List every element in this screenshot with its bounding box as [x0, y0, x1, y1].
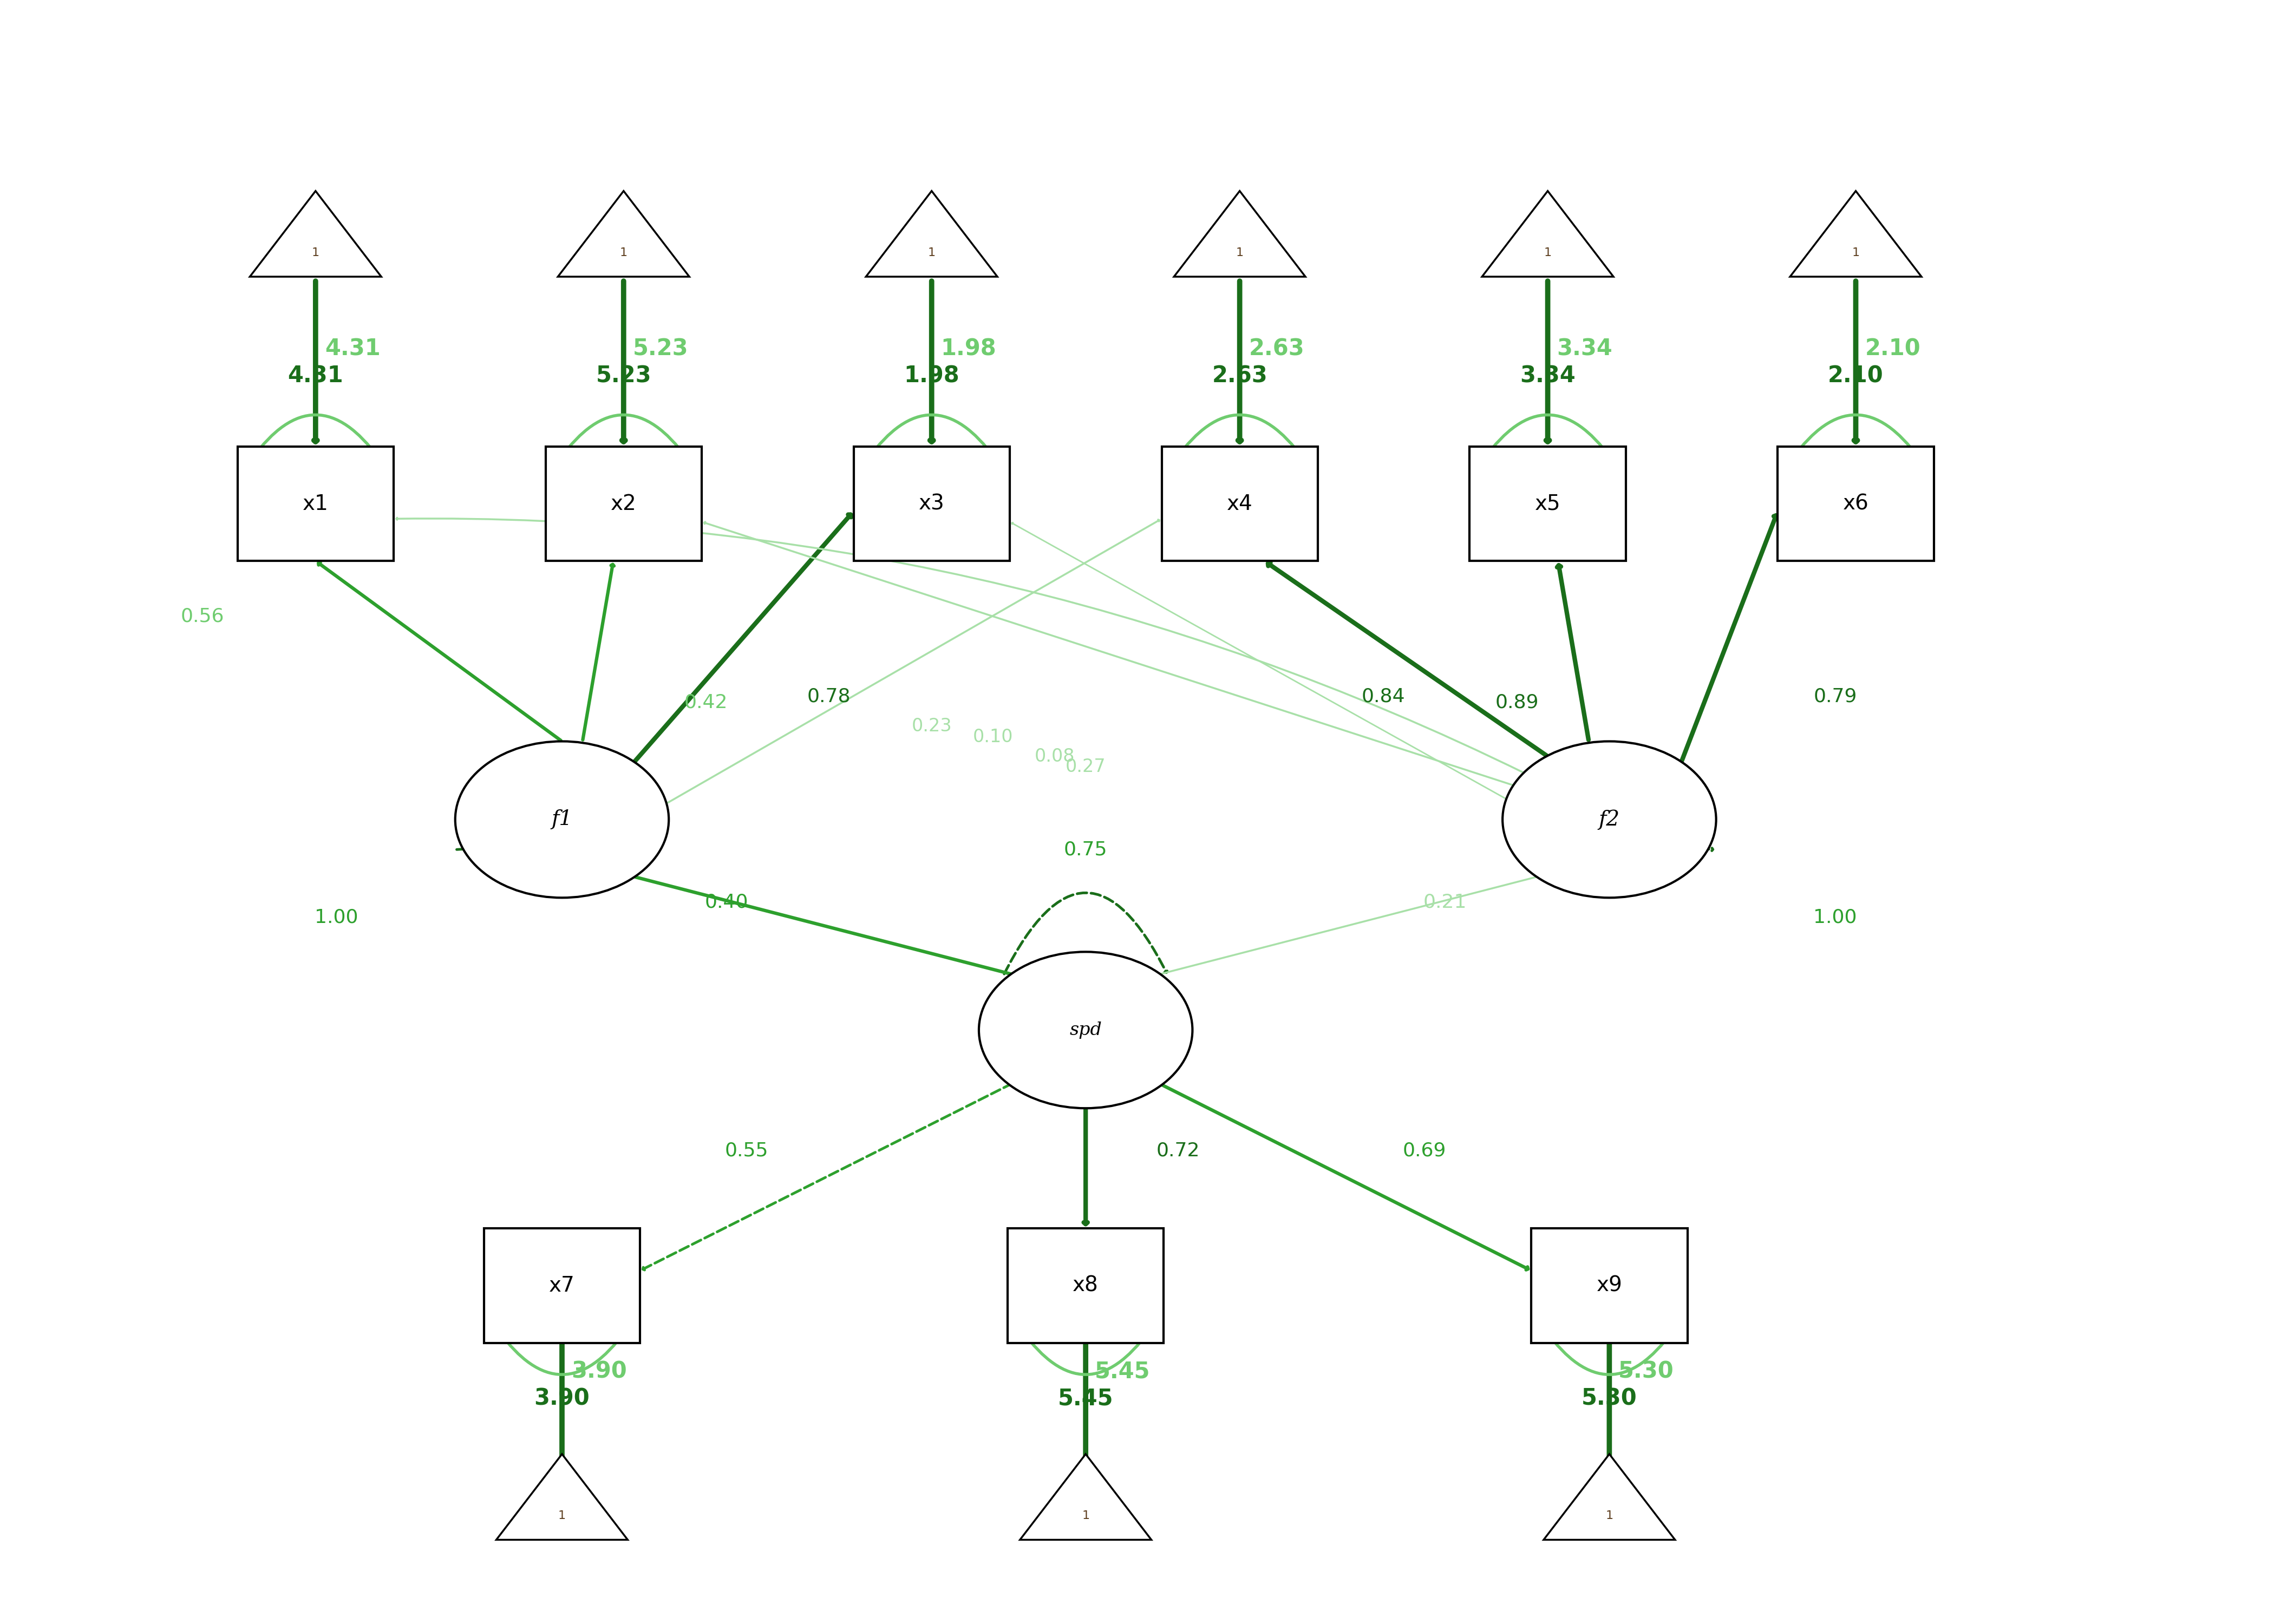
Circle shape [978, 952, 1192, 1108]
Polygon shape [1173, 192, 1305, 276]
Text: 2.10: 2.10 [1865, 338, 1922, 361]
Text: 1.98: 1.98 [903, 364, 960, 387]
Text: 3.34: 3.34 [1519, 364, 1576, 387]
Text: x2: x2 [612, 494, 637, 515]
Bar [1530, 1228, 1687, 1343]
Text: x3: x3 [919, 494, 944, 515]
Text: 0.10: 0.10 [973, 728, 1014, 745]
Text: 5.45: 5.45 [1057, 1387, 1114, 1410]
Text: 1.98: 1.98 [941, 338, 996, 361]
Text: 1: 1 [557, 1510, 566, 1522]
Text: 1: 1 [1605, 1510, 1612, 1522]
Bar [1469, 447, 1626, 560]
Text: 0.27: 0.27 [1067, 758, 1105, 776]
Text: 2.10: 2.10 [1828, 364, 1883, 387]
Polygon shape [1483, 192, 1615, 276]
Text: x6: x6 [1842, 494, 1869, 515]
Text: 0.21: 0.21 [1424, 893, 1467, 911]
Bar [484, 1228, 639, 1343]
Text: 4.31: 4.31 [289, 364, 343, 387]
Text: 0.75: 0.75 [1064, 840, 1107, 859]
Text: 5.23: 5.23 [632, 338, 689, 361]
Text: 1: 1 [1082, 1510, 1089, 1522]
Text: 3.34: 3.34 [1558, 338, 1612, 361]
Text: 0.40: 0.40 [705, 893, 748, 911]
Text: 0.23: 0.23 [912, 718, 953, 736]
Text: x1: x1 [302, 494, 327, 515]
Text: 0.69: 0.69 [1403, 1142, 1446, 1160]
Text: 0.56: 0.56 [182, 607, 225, 625]
Text: 0.42: 0.42 [684, 693, 728, 711]
Text: 0.89: 0.89 [1494, 693, 1539, 711]
Text: f2: f2 [1599, 809, 1619, 830]
Text: 1: 1 [312, 247, 318, 258]
Polygon shape [250, 192, 382, 276]
Text: 5.30: 5.30 [1580, 1387, 1637, 1410]
Text: 3.90: 3.90 [534, 1387, 589, 1410]
Text: 1.00: 1.00 [1812, 908, 1858, 926]
Text: 1: 1 [1544, 247, 1551, 258]
Bar [1162, 447, 1317, 560]
Polygon shape [866, 192, 998, 276]
Circle shape [455, 741, 669, 898]
Bar [853, 447, 1010, 560]
Text: 4.31: 4.31 [325, 338, 380, 361]
Polygon shape [1544, 1453, 1676, 1540]
Text: x8: x8 [1073, 1275, 1098, 1296]
Bar [546, 447, 703, 560]
Text: 1: 1 [1851, 247, 1860, 258]
Text: 0.79: 0.79 [1812, 687, 1858, 705]
Text: x4: x4 [1226, 494, 1253, 515]
Text: x5: x5 [1535, 494, 1560, 515]
Text: 5.30: 5.30 [1619, 1359, 1674, 1382]
Polygon shape [1021, 1453, 1151, 1540]
Polygon shape [557, 192, 689, 276]
Circle shape [1503, 741, 1717, 898]
Polygon shape [496, 1453, 628, 1540]
Text: 5.45: 5.45 [1094, 1359, 1151, 1382]
Text: 0.55: 0.55 [725, 1142, 769, 1160]
Text: 0.78: 0.78 [807, 687, 850, 705]
Text: 1: 1 [621, 247, 628, 258]
Text: f1: f1 [550, 809, 573, 830]
Bar [1007, 1228, 1164, 1343]
Text: x9: x9 [1596, 1275, 1621, 1296]
Bar [236, 447, 393, 560]
Polygon shape [1790, 192, 1922, 276]
Text: 0.84: 0.84 [1362, 687, 1405, 705]
Text: x7: x7 [548, 1275, 575, 1296]
Text: 5.23: 5.23 [596, 364, 650, 387]
Text: 1: 1 [1235, 247, 1244, 258]
Text: spd: spd [1069, 1021, 1103, 1039]
Text: 2.63: 2.63 [1212, 364, 1267, 387]
Text: 1: 1 [928, 247, 935, 258]
Text: 1.00: 1.00 [314, 908, 357, 926]
Text: 3.90: 3.90 [571, 1359, 628, 1382]
Bar [1778, 447, 1933, 560]
Text: 0.08: 0.08 [1035, 747, 1076, 765]
Text: 2.63: 2.63 [1248, 338, 1305, 361]
Text: 0.72: 0.72 [1155, 1142, 1201, 1160]
